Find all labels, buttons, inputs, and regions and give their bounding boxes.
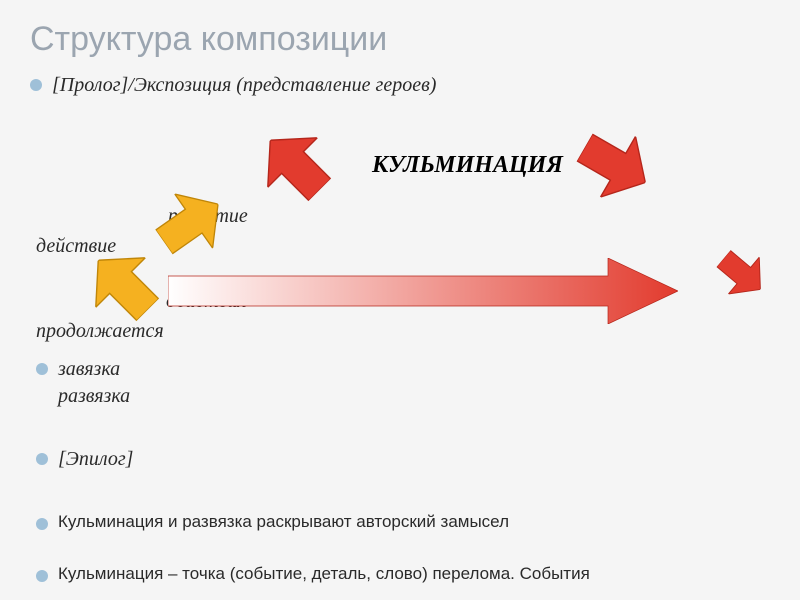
text-prolog: [Пролог]/Экспозиция (представление герое… bbox=[52, 71, 436, 99]
red-arrow-up-left bbox=[246, 116, 345, 215]
red-arrow-down-right bbox=[567, 117, 663, 213]
text-razvyazka: развязка bbox=[58, 385, 130, 408]
bullet-icon bbox=[36, 518, 48, 530]
red-arrow-down-small bbox=[708, 240, 776, 308]
bullet-note1: Кульминация и развязка раскрывают авторс… bbox=[36, 510, 509, 534]
bullet-icon bbox=[30, 79, 42, 91]
slide-container: Структура композиции [Пролог]/Экспозиция… bbox=[0, 0, 800, 600]
bullet-icon bbox=[36, 453, 48, 465]
text-epilog: [Эпилог] bbox=[58, 445, 133, 473]
text-zavyazka: завязка bbox=[58, 355, 120, 383]
bullet-zavyazka: завязка bbox=[36, 355, 120, 383]
big-arrow-icon bbox=[168, 258, 678, 324]
text-prodolzhaetsya: продолжается bbox=[36, 320, 164, 343]
text-note2: Кульминация – точка (событие, деталь, сл… bbox=[58, 562, 590, 586]
bullet-icon bbox=[36, 363, 48, 375]
bullet-icon bbox=[36, 570, 48, 582]
bullet-epilog: [Эпилог] bbox=[36, 445, 133, 473]
slide-title: Структура композиции bbox=[30, 20, 770, 59]
text-kulminaciya: КУЛЬМИНАЦИЯ bbox=[372, 152, 563, 179]
bullet-prolog: [Пролог]/Экспозиция (представление герое… bbox=[30, 71, 770, 99]
orange-arrow-right-mid bbox=[145, 177, 237, 269]
bullet-note2-cut: Кульминация – точка (событие, деталь, сл… bbox=[36, 562, 590, 586]
text-note1: Кульминация и развязка раскрывают авторс… bbox=[58, 510, 509, 534]
